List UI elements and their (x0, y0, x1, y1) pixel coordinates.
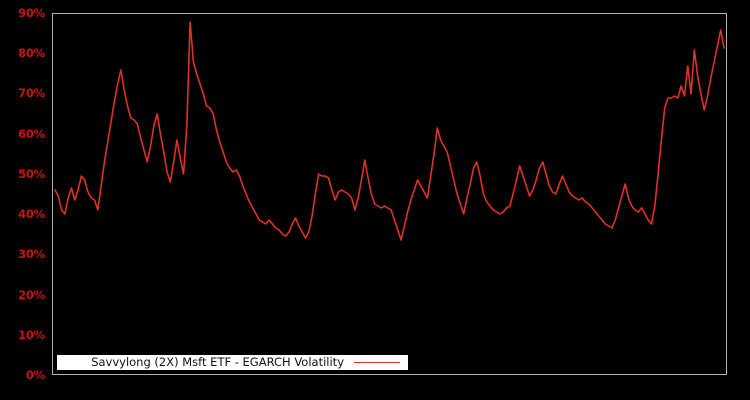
y-tick-label: 40% (18, 207, 45, 222)
plot-area (52, 13, 727, 375)
series-polyline (54, 21, 725, 241)
volatility-line-series (54, 21, 725, 241)
y-tick-label: 0% (25, 368, 45, 382)
y-tick-label: 60% (18, 126, 45, 141)
y-tick-label: 80% (18, 46, 45, 61)
y-tick-label: 50% (18, 166, 45, 181)
legend-line-sample-icon (354, 362, 400, 363)
y-tick-label: 70% (18, 86, 45, 101)
y-tick-label: 20% (18, 287, 45, 302)
y-tick-label: 30% (18, 247, 45, 262)
y-tick-label: 90% (18, 6, 45, 20)
y-tick-label: 10% (18, 327, 45, 342)
legend-label: Savvylong (2X) Msft ETF - EGARCH Volatil… (91, 354, 344, 369)
y-axis: 90% 80% 70% 60% 50% 40% 30% 20% 10% 0% (0, 0, 52, 400)
legend: Savvylong (2X) Msft ETF - EGARCH Volatil… (57, 355, 408, 370)
